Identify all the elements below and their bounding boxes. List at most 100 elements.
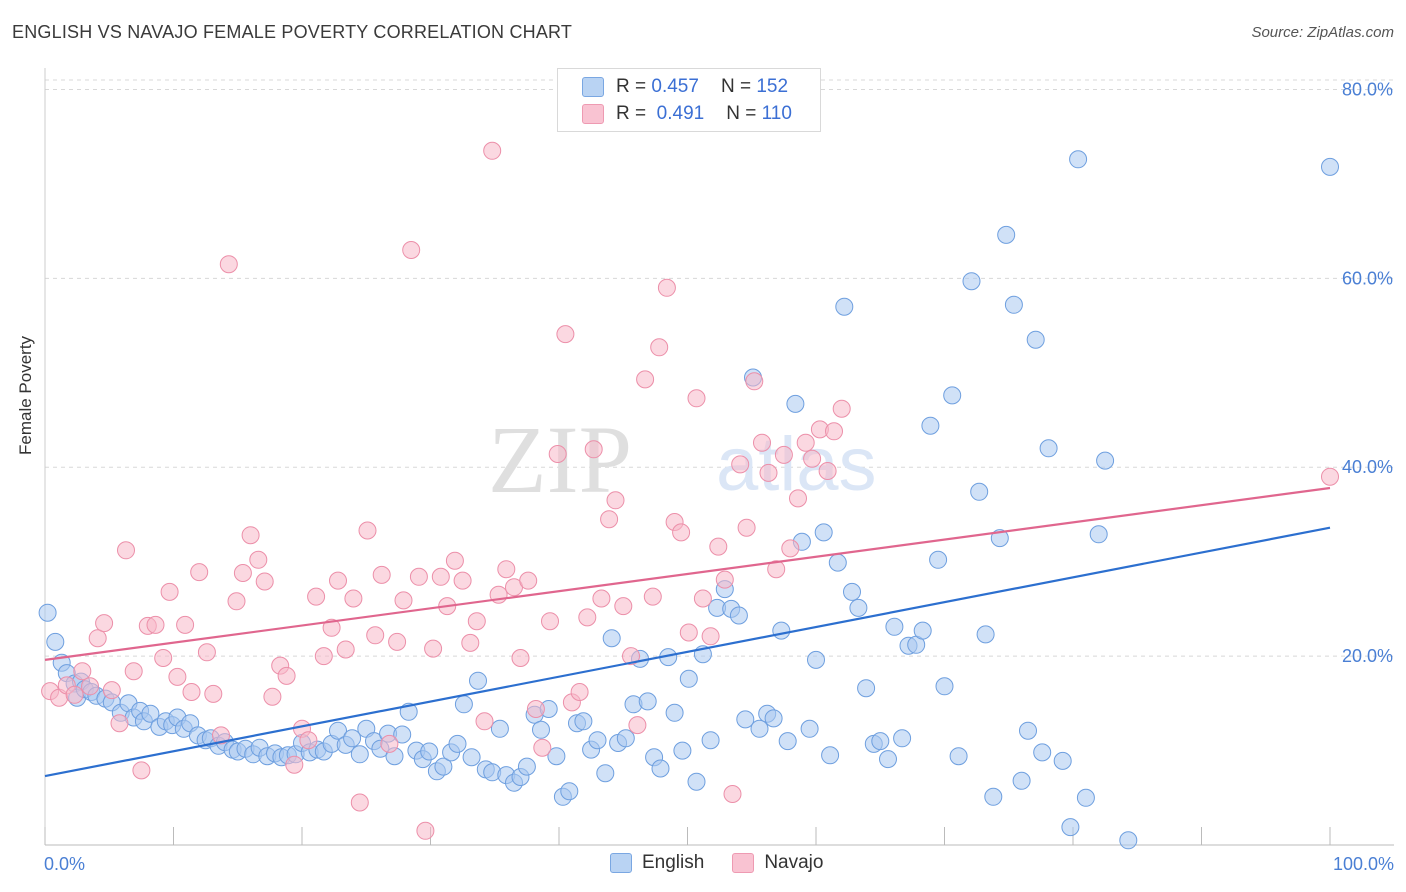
navajo-point xyxy=(737,518,756,537)
navajo-point xyxy=(789,489,807,508)
english-point xyxy=(1069,150,1088,169)
english-point xyxy=(885,617,904,636)
english-point xyxy=(420,742,439,761)
navajo-n-value: 110 xyxy=(761,103,792,124)
legend-item-navajo[interactable]: Navajo xyxy=(732,852,823,874)
navajo-point xyxy=(693,589,712,608)
english-point xyxy=(469,671,487,690)
english-point xyxy=(1053,751,1072,770)
english-point xyxy=(772,621,791,640)
english-point xyxy=(350,745,369,764)
navajo-point xyxy=(168,667,187,686)
english-point xyxy=(1061,818,1080,837)
navajo-point xyxy=(314,647,333,666)
correlation-legend: R = 0.457 N = 152 R = 0.491 N = 110 xyxy=(557,68,821,132)
navajo-point xyxy=(650,338,669,357)
navajo-point xyxy=(160,582,179,601)
navajo-point xyxy=(416,821,435,840)
navajo-point xyxy=(366,626,385,645)
y-tick-label: 40.0% xyxy=(1342,457,1393,477)
english-r-label: R = xyxy=(616,76,647,97)
english-point xyxy=(997,225,1016,244)
english-point xyxy=(673,741,692,760)
navajo-points xyxy=(41,141,1339,840)
navajo-point xyxy=(657,278,676,297)
english-point xyxy=(490,719,509,738)
english-point xyxy=(616,729,635,748)
english-point xyxy=(1089,525,1108,544)
navajo-point xyxy=(519,571,538,590)
english-n-value: 152 xyxy=(756,76,789,97)
navajo-point xyxy=(556,325,575,344)
english-point xyxy=(588,731,607,750)
navajo-point xyxy=(307,587,326,606)
trend-lines xyxy=(44,486,1331,778)
navajo-point xyxy=(701,627,720,646)
legend-item-english[interactable]: English xyxy=(610,852,704,874)
navajo-point xyxy=(73,662,92,681)
navajo-legend-swatch xyxy=(732,853,755,873)
navajo-point xyxy=(628,716,647,735)
x-tick-label-min: 0.0% xyxy=(44,854,85,874)
navajo-point xyxy=(731,455,750,474)
navajo-point xyxy=(672,523,691,542)
english-point xyxy=(434,757,453,776)
english-r-value: 0.457 xyxy=(651,76,699,97)
navajo-point xyxy=(88,629,107,648)
navajo-point xyxy=(227,592,246,611)
navajo-point xyxy=(197,643,216,662)
chart-title: ENGLISH VS NAVAJO FEMALE POVERTY CORRELA… xyxy=(12,22,573,42)
navajo-point xyxy=(818,462,837,480)
english-point xyxy=(38,603,57,622)
legend-row-navajo: R = 0.491 N = 110 xyxy=(582,102,792,126)
navajo-point xyxy=(380,734,399,753)
navajo-point xyxy=(781,539,800,558)
navajo-point xyxy=(81,677,99,696)
navajo-point xyxy=(255,572,274,591)
navajo-point xyxy=(533,738,552,757)
navajo-point xyxy=(350,793,369,812)
x-tick-label-max: 100.0% xyxy=(1333,854,1394,874)
english-point xyxy=(821,746,840,765)
navajo-point xyxy=(745,372,764,391)
english-point xyxy=(835,297,854,316)
english-legend-label: English xyxy=(642,852,705,873)
navajo-point xyxy=(753,433,771,452)
english-point xyxy=(574,712,593,731)
x-axis xyxy=(44,68,1394,846)
english-point xyxy=(665,703,684,722)
navajo-point xyxy=(541,612,559,631)
navajo-trend-line xyxy=(44,486,1331,661)
english-point xyxy=(871,732,890,751)
english-point xyxy=(329,721,347,740)
english-point xyxy=(1076,788,1095,807)
english-point xyxy=(1019,721,1037,740)
english-point xyxy=(800,719,819,738)
series-legend: English Navajo xyxy=(610,852,851,874)
navajo-point xyxy=(299,731,318,750)
navajo-point xyxy=(584,440,603,459)
navajo-point xyxy=(146,615,165,634)
english-point xyxy=(1012,771,1031,790)
english-point xyxy=(935,677,954,696)
english-point xyxy=(560,782,579,801)
navajo-point xyxy=(483,141,502,160)
navajo-point xyxy=(329,571,347,590)
navajo-point xyxy=(832,399,851,418)
english-point xyxy=(857,679,876,698)
navajo-point xyxy=(622,647,640,666)
english-point xyxy=(849,598,868,617)
navajo-point xyxy=(570,683,589,701)
english-point xyxy=(893,729,912,748)
english-point xyxy=(1039,439,1058,458)
navajo-point xyxy=(606,491,625,510)
navajo-point xyxy=(402,241,421,259)
navajo-point xyxy=(102,681,121,700)
english-point xyxy=(984,787,1003,806)
english-point xyxy=(750,719,769,738)
english-point xyxy=(929,550,948,569)
english-point xyxy=(454,695,473,714)
navajo-point xyxy=(548,445,567,463)
english-point xyxy=(651,759,670,778)
navajo-point xyxy=(95,614,114,633)
